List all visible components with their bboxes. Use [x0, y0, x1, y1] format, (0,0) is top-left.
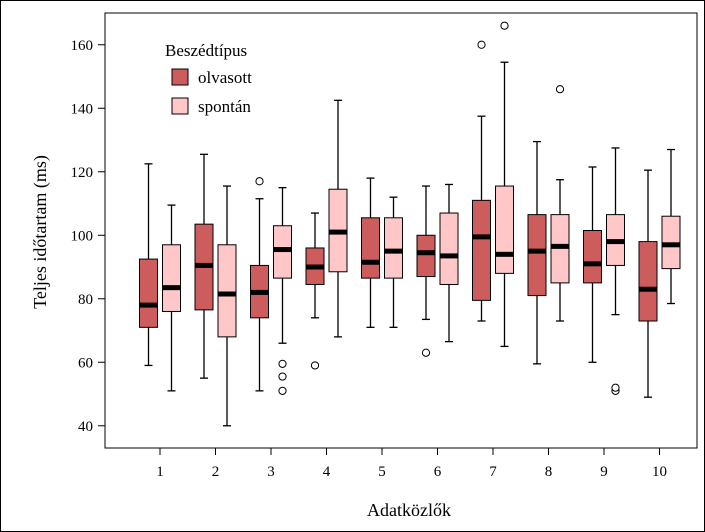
iqr-box — [217, 244, 237, 338]
x-tick-label-5: 5 — [378, 464, 386, 480]
y-tick-label-60: 60 — [78, 355, 93, 371]
median-bar — [306, 264, 324, 270]
median-bar — [639, 286, 657, 292]
iqr-box — [439, 212, 459, 285]
x-tick-label-4: 4 — [323, 464, 331, 480]
box-spontán-3 — [273, 186, 292, 395]
axis-layer: 40 60 80 100 120 140 160 1 2 3 4 5 6 7 8 9 10 — [71, 38, 685, 480]
outlier-point — [500, 21, 509, 30]
box-spontán-9 — [606, 147, 625, 395]
legend-swatch-spontan — [171, 97, 189, 115]
box-spontán-2 — [217, 185, 237, 427]
iqr-box — [139, 258, 158, 328]
median-bar — [384, 248, 403, 254]
x-tick-label-2: 2 — [212, 464, 220, 480]
median-bar — [551, 243, 569, 249]
x-tick-label-6: 6 — [434, 464, 442, 480]
box-olvasott-2 — [194, 153, 214, 379]
median-bar — [273, 247, 292, 253]
x-tick-label-10: 10 — [652, 464, 667, 480]
x-tick-label-8: 8 — [545, 464, 553, 480]
median-bar — [162, 285, 181, 291]
x-tick-label-7: 7 — [489, 464, 497, 480]
box-spontán-7 — [495, 21, 514, 348]
median-bar — [417, 250, 435, 256]
box-spontán-10 — [661, 148, 681, 305]
iqr-box — [638, 241, 658, 322]
median-bar — [472, 234, 491, 240]
legend-swatch-olvasott — [171, 68, 189, 86]
median-bar — [361, 259, 380, 265]
plot-layer — [139, 21, 681, 427]
iqr-box — [416, 234, 436, 278]
x-tick-label-1: 1 — [156, 464, 164, 480]
box-spontán-1 — [162, 204, 181, 392]
box-olvasott-6 — [416, 185, 436, 357]
iqr-box — [162, 244, 181, 312]
box-spontán-6 — [439, 183, 459, 343]
box-olvasott-1 — [139, 163, 158, 367]
legend-label-olvasott: olvasott — [198, 68, 252, 87]
x-tick-label-3: 3 — [267, 464, 275, 480]
median-bar — [606, 239, 625, 245]
iqr-box — [472, 199, 491, 301]
outlier-point — [421, 348, 431, 357]
x-axis-title: Adatközlők — [367, 500, 451, 520]
iqr-box — [583, 230, 602, 284]
outlier-point — [555, 85, 565, 94]
legend: Beszédtípus olvasott spontán — [165, 41, 252, 116]
box-olvasott-3 — [250, 177, 269, 392]
legend-label-spontan: spontán — [198, 97, 251, 116]
median-bar — [250, 289, 269, 295]
median-bar — [195, 262, 213, 268]
median-bar — [662, 242, 680, 248]
box-olvasott-8 — [527, 140, 547, 365]
median-bar — [583, 261, 602, 267]
median-bar — [495, 251, 514, 257]
x-tick-label-9: 9 — [600, 464, 608, 480]
outlier-point — [477, 40, 486, 49]
y-tick-label-140: 140 — [71, 101, 94, 117]
median-bar — [218, 291, 236, 297]
outlier-point — [278, 372, 287, 381]
median-bar — [329, 229, 347, 235]
median-bar — [440, 253, 458, 259]
box-spontán-8 — [550, 85, 570, 322]
outlier-point — [255, 177, 264, 186]
median-bar — [139, 302, 158, 308]
y-tick-label-40: 40 — [78, 419, 93, 435]
y-axis-title: Teljes időtartam (ms) — [30, 155, 51, 309]
iqr-box — [495, 185, 514, 274]
box-olvasott-5 — [361, 177, 380, 328]
y-tick-label-100: 100 — [71, 228, 94, 244]
box-olvasott-4 — [305, 212, 325, 370]
box-olvasott-10 — [638, 169, 658, 398]
iqr-box — [384, 217, 403, 279]
y-tick-label-160: 160 — [71, 38, 94, 54]
outlier-point — [310, 361, 320, 370]
outlier-point — [611, 383, 620, 392]
iqr-box — [527, 214, 547, 297]
median-bar — [528, 248, 546, 254]
box-olvasott-9 — [583, 166, 602, 363]
iqr-box — [361, 217, 380, 279]
outlier-point — [278, 386, 287, 395]
y-tick-label-120: 120 — [71, 165, 94, 181]
box-spontán-4 — [328, 99, 348, 338]
box-spontán-5 — [384, 196, 403, 328]
box-olvasott-7 — [472, 40, 491, 322]
y-tick-label-80: 80 — [78, 292, 93, 308]
outlier-point — [278, 359, 287, 368]
legend-title: Beszédtípus — [165, 41, 247, 60]
